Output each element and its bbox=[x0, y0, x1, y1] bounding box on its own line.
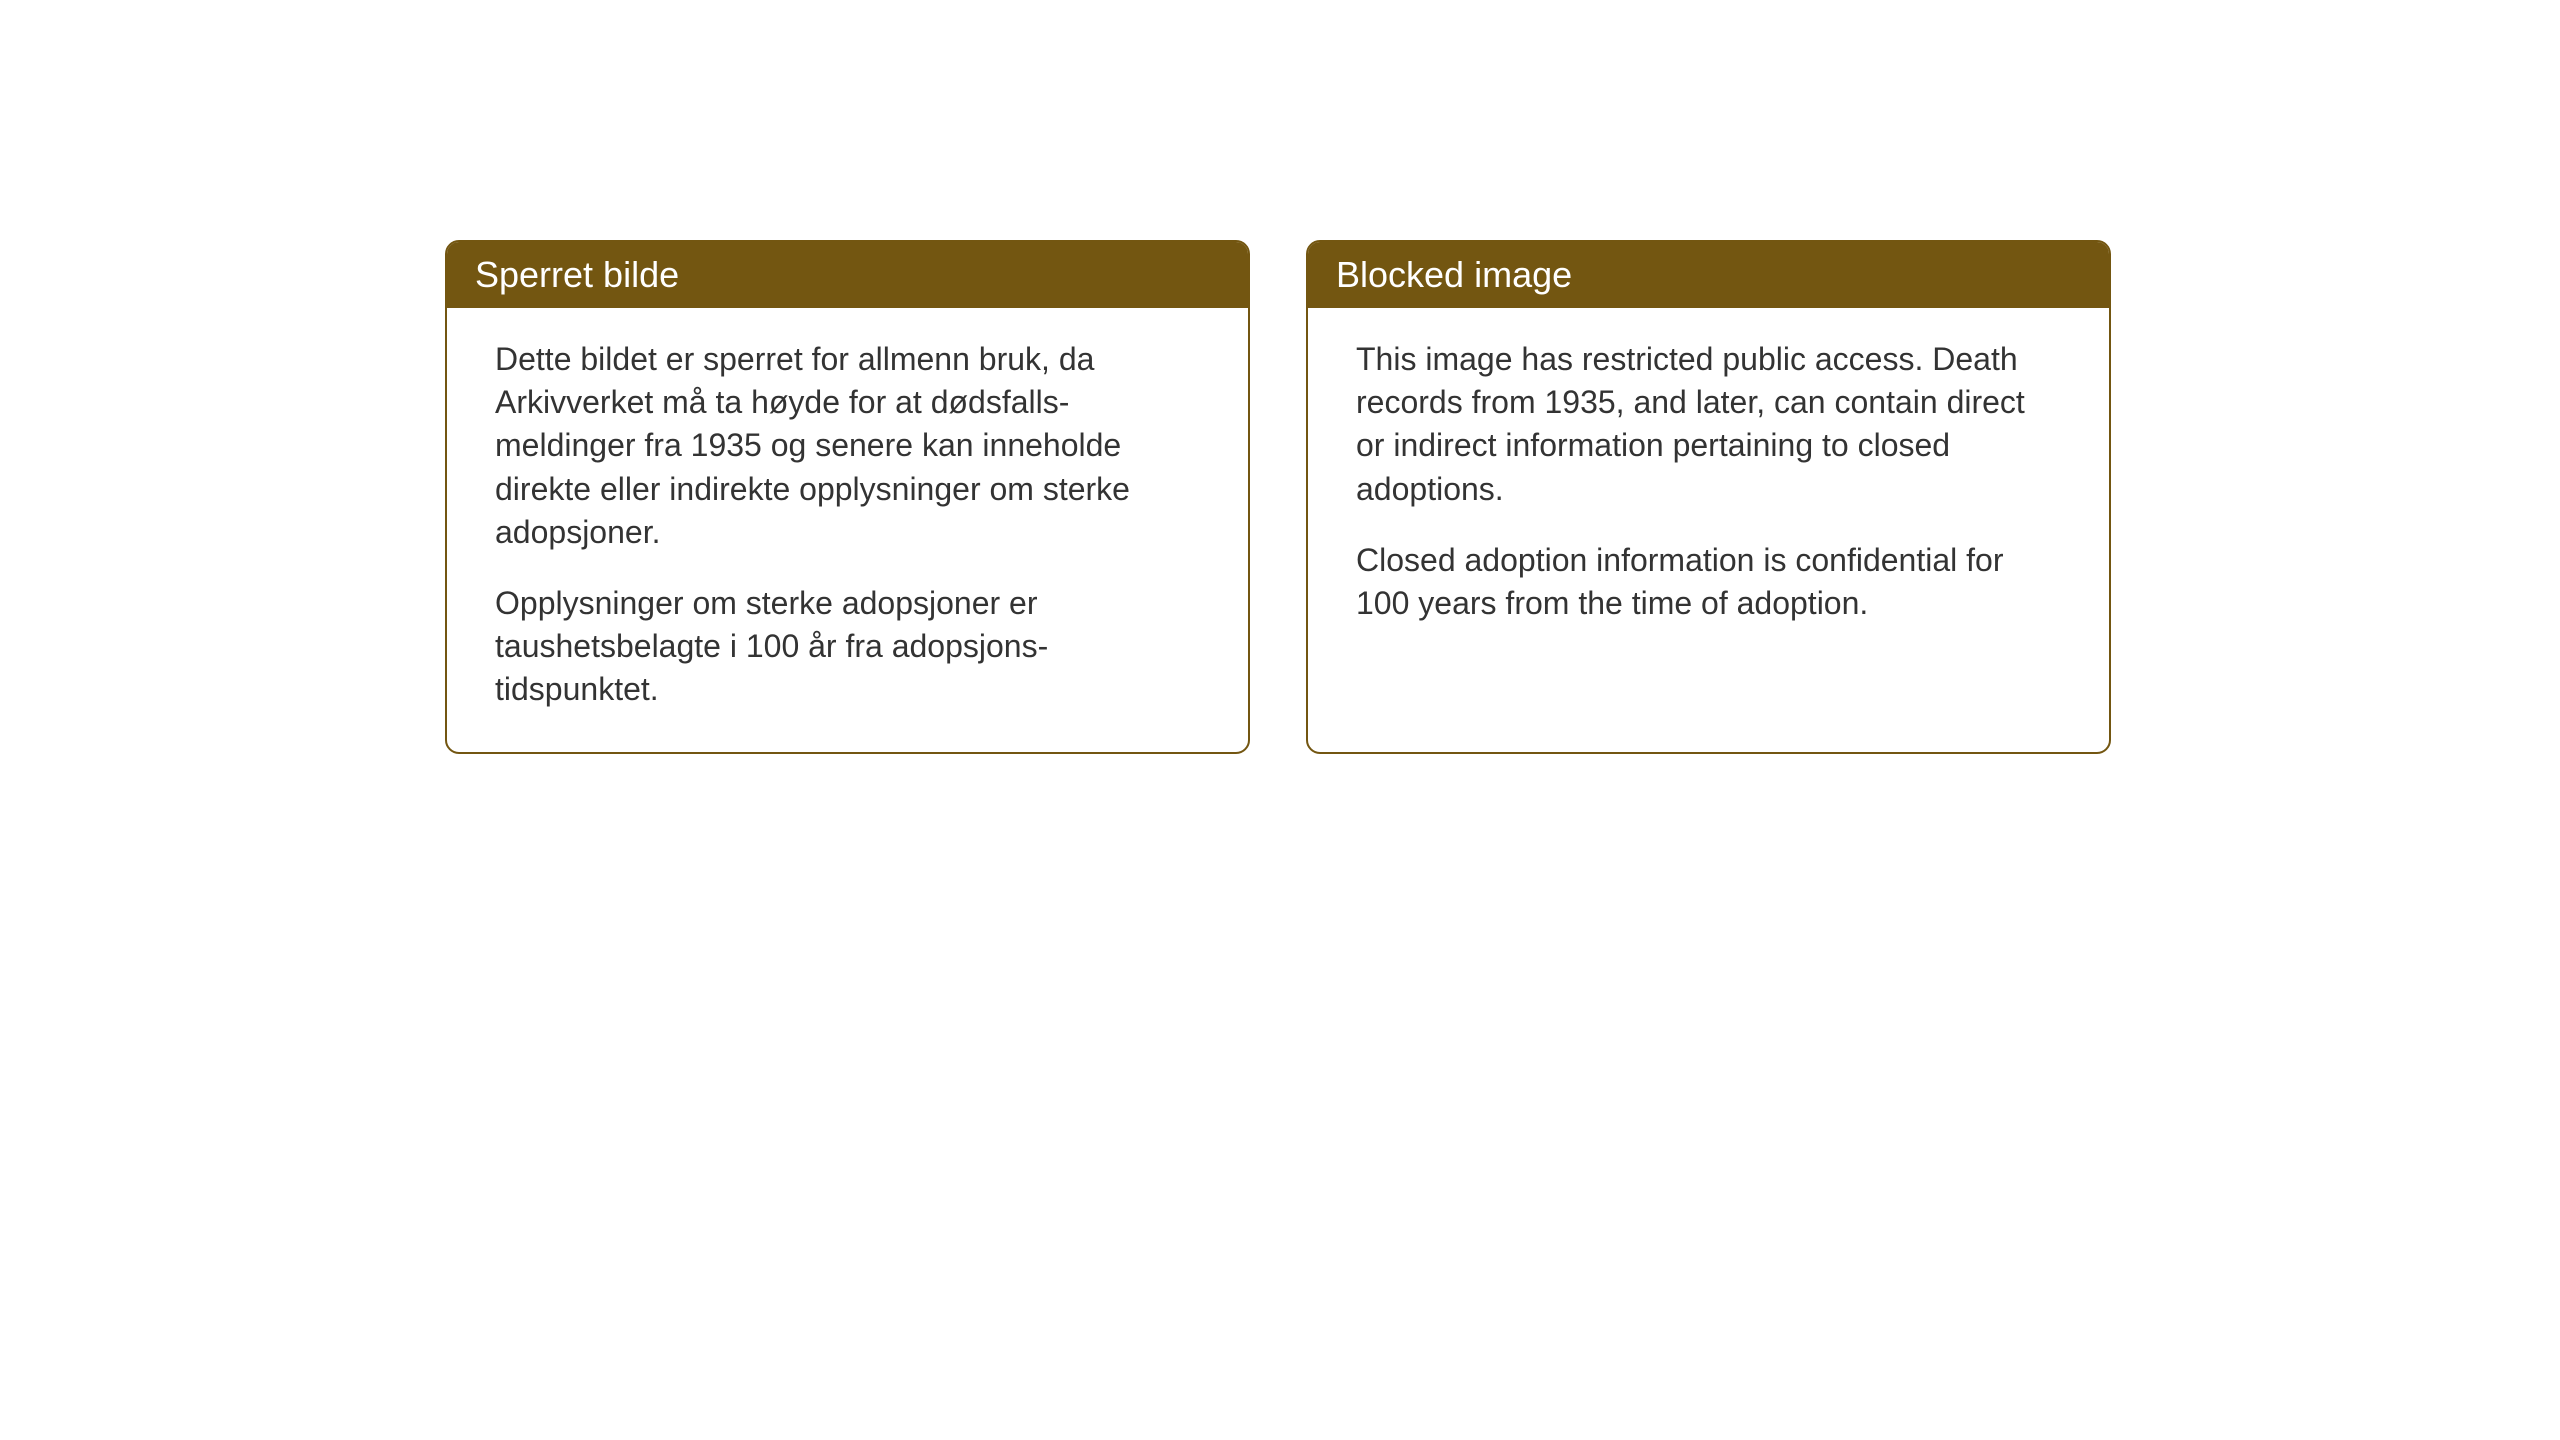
english-paragraph-2: Closed adoption information is confident… bbox=[1356, 539, 2061, 625]
norwegian-card-title: Sperret bilde bbox=[447, 242, 1248, 308]
norwegian-card-body: Dette bildet er sperret for allmenn bruk… bbox=[447, 308, 1248, 752]
english-card-body: This image has restricted public access.… bbox=[1308, 308, 2109, 665]
english-notice-card: Blocked image This image has restricted … bbox=[1306, 240, 2111, 754]
english-paragraph-1: This image has restricted public access.… bbox=[1356, 338, 2061, 511]
norwegian-paragraph-1: Dette bildet er sperret for allmenn bruk… bbox=[495, 338, 1200, 554]
norwegian-notice-card: Sperret bilde Dette bildet er sperret fo… bbox=[445, 240, 1250, 754]
notice-container: Sperret bilde Dette bildet er sperret fo… bbox=[445, 240, 2111, 754]
english-card-title: Blocked image bbox=[1308, 242, 2109, 308]
norwegian-paragraph-2: Opplysninger om sterke adopsjoner er tau… bbox=[495, 582, 1200, 712]
